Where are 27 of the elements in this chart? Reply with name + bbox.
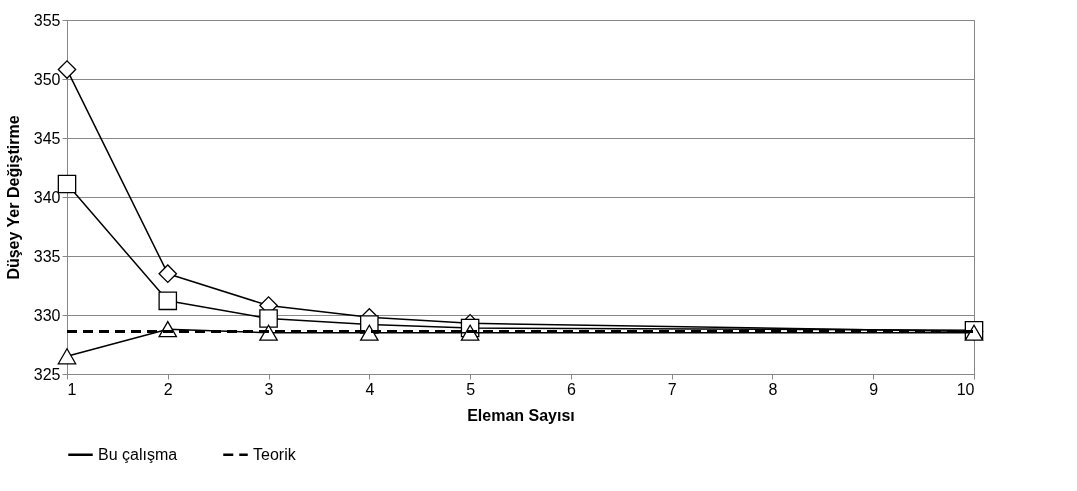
- y-tick-label: 350: [33, 70, 61, 88]
- y-tick-label: 330: [33, 306, 61, 324]
- y-tick-label: 355: [33, 11, 61, 29]
- x-tick-label: 10: [956, 380, 975, 398]
- point: [259, 324, 278, 341]
- x-axis-title: Eleman Sayısı: [467, 406, 575, 424]
- x-tick-label: 5: [466, 380, 476, 398]
- y-tick-label: 335: [33, 247, 61, 265]
- point: [158, 264, 178, 284]
- point: [57, 348, 77, 365]
- legend-label: Teorik: [253, 445, 297, 463]
- point: [360, 324, 379, 341]
- y-axis-title: Düşey Yer Değiştirme: [4, 115, 22, 280]
- x-tick-label: 1: [67, 380, 77, 398]
- x-tick-label: 3: [264, 380, 274, 398]
- x-tick-label: 7: [667, 380, 677, 398]
- x-tick-label: 9: [869, 380, 879, 398]
- legend-label: Bu çalışma: [98, 445, 178, 463]
- y-tick-label: 345: [33, 129, 61, 147]
- x-tick-label: 4: [365, 380, 375, 398]
- x-tick-label: 6: [566, 380, 576, 398]
- y-tick-label: 325: [33, 365, 61, 383]
- point: [259, 309, 278, 328]
- point: [158, 291, 178, 311]
- x-tick-label: 8: [768, 380, 778, 398]
- y-tick-label: 340: [33, 188, 61, 206]
- x-tick-label: 2: [163, 380, 173, 398]
